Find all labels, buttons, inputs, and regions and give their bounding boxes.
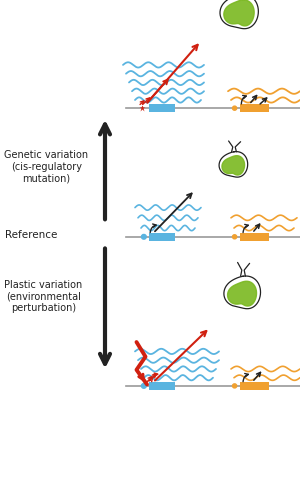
Polygon shape — [222, 156, 244, 175]
Circle shape — [232, 106, 237, 110]
Text: Reference: Reference — [4, 230, 57, 241]
Polygon shape — [224, 0, 254, 26]
Circle shape — [232, 235, 237, 239]
Bar — [149, 233, 175, 241]
Text: Plastic variation
(environmental
perturbation): Plastic variation (environmental perturb… — [4, 280, 83, 313]
Bar — [149, 104, 175, 112]
Circle shape — [142, 235, 146, 239]
Bar — [149, 382, 175, 390]
Bar — [240, 104, 268, 112]
Bar — [240, 233, 268, 241]
Circle shape — [232, 384, 237, 388]
Circle shape — [142, 384, 146, 388]
Text: Genetic variation
(cis-regulatory
mutation): Genetic variation (cis-regulatory mutati… — [4, 150, 88, 183]
Bar — [240, 382, 268, 390]
Polygon shape — [228, 281, 256, 306]
